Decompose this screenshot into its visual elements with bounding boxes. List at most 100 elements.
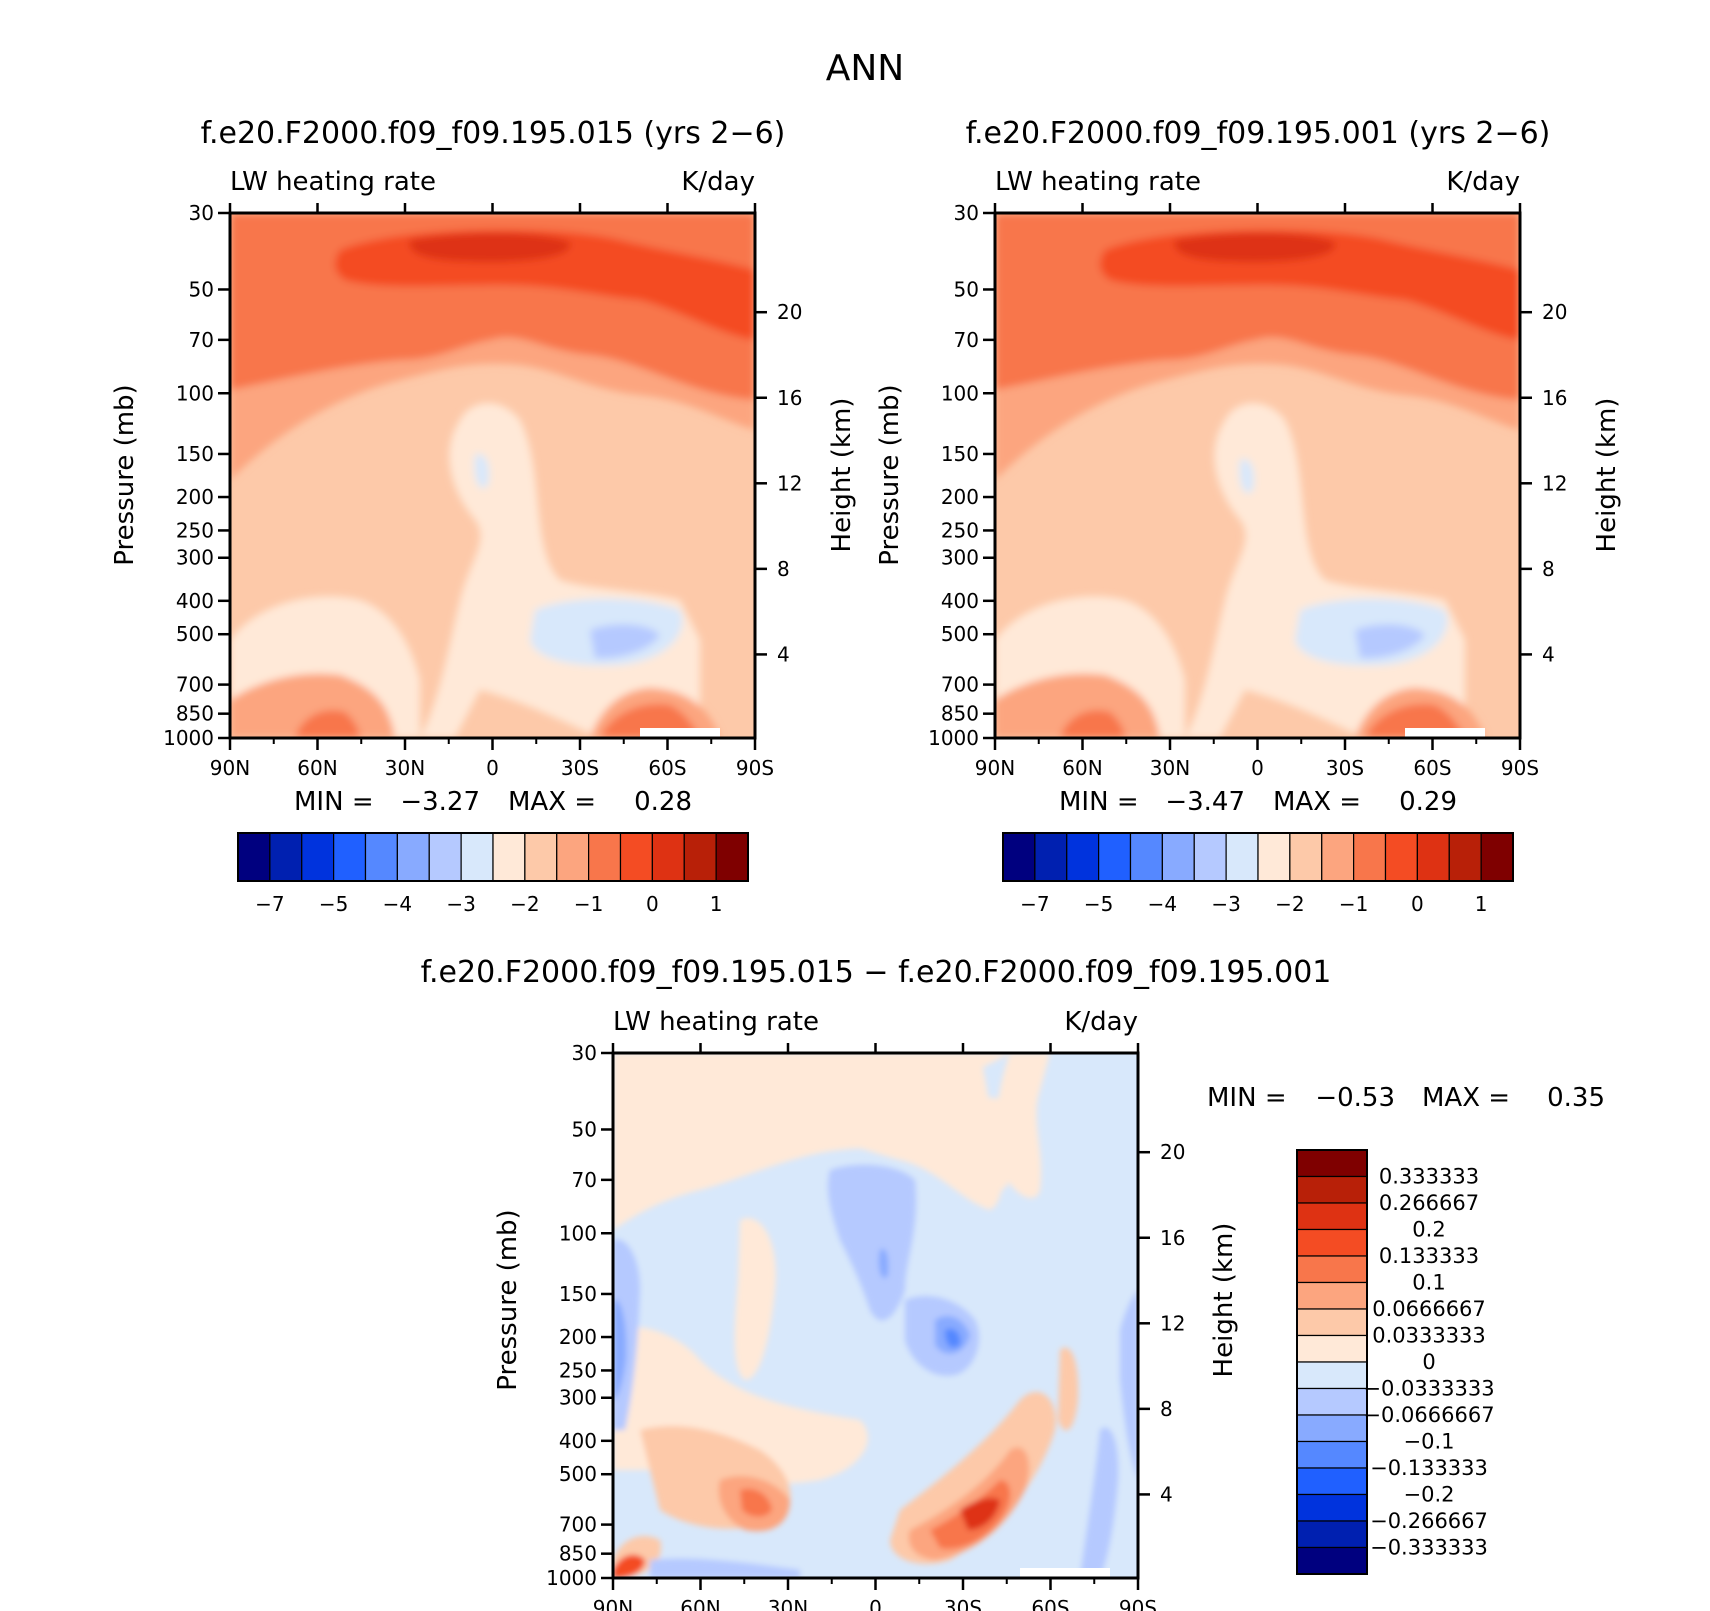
- panel-b-colorbar-swatch: [1289, 832, 1323, 882]
- panel-c-colorbar-swatch: [1296, 1308, 1368, 1337]
- panel-b-y-right-tick-label: 20: [1542, 300, 1567, 324]
- panel-b-y-right-tick-label: 16: [1542, 386, 1567, 410]
- panel-b-y-tick-label: 850: [941, 702, 979, 726]
- panel-a-colorbar-label: −3: [446, 892, 475, 916]
- panel-a-y-right-tick-label: 4: [777, 642, 790, 666]
- panel-b-y-tick-label: 1000: [928, 726, 979, 750]
- panel-a-colorbar-swatch: [715, 832, 749, 882]
- panel-c-colorbar-swatch: [1296, 1149, 1368, 1178]
- panel-c-colorbar-swatch: [1296, 1255, 1368, 1284]
- panel-c-y-tick-label: 500: [559, 1462, 597, 1486]
- panel-b-y-tick-label: 700: [941, 673, 979, 697]
- panel-a-colorbar-swatch: [492, 832, 526, 882]
- panel-c-y-tick-label: 1000: [546, 1566, 597, 1590]
- panel-a-contour-field: [230, 213, 755, 738]
- panel-a-colorbar-swatch: [556, 832, 590, 882]
- panel-a-x-tick-label: 0: [486, 756, 499, 780]
- panel-b-y-tick-label: 250: [941, 518, 979, 542]
- panel-c-y-tick-label: 150: [559, 1282, 597, 1306]
- figure-title: ANN: [826, 48, 905, 89]
- panel-a-colorbar-swatch: [301, 832, 335, 882]
- panel-b-x-tick-label: 0: [1251, 756, 1264, 780]
- panel-a-y-tick-label: 1000: [163, 726, 214, 750]
- panel-c-colorbar-swatch: [1296, 1228, 1368, 1257]
- panel-c-colorbar-label: −0.0666667: [1363, 1403, 1494, 1427]
- panel-c-min-label: MIN =: [1207, 1083, 1287, 1113]
- panel-c-colorbar-label: −0.1: [1404, 1430, 1455, 1454]
- panel-c-colorbar-label: −0.333333: [1370, 1536, 1488, 1560]
- panel-b-colorbar-swatch: [1193, 832, 1227, 882]
- panel-a-colorbar-swatch: [333, 832, 367, 882]
- panel-b-variable-label: LW heating rate: [995, 167, 1201, 197]
- panel-a-y-tick-label: 150: [176, 442, 214, 466]
- panel-c-axis-ticks: 90N 60N 30N 0 30S 60S 90S 30 50 70 100 150 200 250 300…: [546, 1041, 1185, 1611]
- panel-b-y-axis-label: Pressure (mb): [875, 384, 905, 565]
- panel-c-colorbar-swatch: [1296, 1414, 1368, 1443]
- panel-b-min-label: MIN =: [1059, 787, 1139, 817]
- panel-a-title: f.e20.F2000.f09_f09.195.015 (yrs 2−6): [201, 116, 786, 151]
- panel-c-units-label: K/day: [1064, 1007, 1138, 1037]
- panel-a-y-tick-label: 500: [176, 622, 214, 646]
- panel-a-axis-ticks: 90N 60N 30N 0 30S 60S 90S 30 50 70 100 150 200 250 300…: [163, 201, 802, 780]
- panel-a-max-value: 0.28: [634, 787, 692, 817]
- panel-a-x-tick-label: 30S: [561, 756, 599, 780]
- panel-b-colorbar-label: −7: [1020, 892, 1049, 916]
- panel-b-y-right-tick-label: 12: [1542, 471, 1567, 495]
- panel-b-x-tick-label: 90S: [1501, 756, 1539, 780]
- panel-c-max-value: 0.35: [1547, 1083, 1605, 1113]
- panel-c-colorbar-swatch: [1296, 1281, 1368, 1310]
- panel-c-colorbar-swatch: [1296, 1387, 1368, 1416]
- panel-c-max-label: MAX =: [1422, 1083, 1510, 1113]
- panel-b-min-value: −3.47: [1165, 787, 1245, 817]
- panel-a-colorbar-label: −4: [383, 892, 412, 916]
- panel-b-colorbar-swatch: [1416, 832, 1450, 882]
- panel-a-colorbar-frame: [237, 832, 749, 882]
- panel-b-y-tick-label: 70: [954, 328, 979, 352]
- panel-b-x-tick-label: 30N: [1150, 756, 1190, 780]
- panel-b-colorbar-swatch: [1129, 832, 1163, 882]
- panel-a-min-label: MIN =: [294, 787, 374, 817]
- panel-b-x-tick-label: 60N: [1062, 756, 1102, 780]
- panel-a-y-tick-label: 700: [176, 673, 214, 697]
- panel-a-colorbar-label: −7: [255, 892, 284, 916]
- panel-a-max-label: MAX =: [508, 787, 596, 817]
- panel-a-colorbar-label: 0: [646, 892, 659, 916]
- panel-b-colorbar-swatch: [1225, 832, 1259, 882]
- panel-c-y-right-tick-label: 8: [1160, 1397, 1173, 1421]
- panel-c-x-tick-label: 30S: [944, 1596, 982, 1611]
- panel-c-min-value: −0.53: [1315, 1083, 1395, 1113]
- panel-c-y-tick-label: 300: [559, 1386, 597, 1410]
- panel-a-y-tick-label: 50: [189, 277, 214, 301]
- panel-b-colorbar-label: 0: [1411, 892, 1424, 916]
- panel-a-colorbar-swatch: [364, 832, 398, 882]
- panel-b-max-label: MAX =: [1273, 787, 1361, 817]
- panel-c-colorbar-swatch: [1296, 1520, 1368, 1549]
- panel-c-x-tick-label: 60S: [1031, 1596, 1069, 1611]
- panel-a-y-axis-label-right: Height (km): [827, 398, 857, 553]
- panel-a: f.e20.F2000.f09_f09.195.015 (yrs 2−6) LW…: [110, 116, 857, 916]
- panel-a-colorbar-swatch: [237, 832, 271, 882]
- panel-c-y-tick-label: 70: [572, 1168, 597, 1192]
- panel-b-colorbar-swatch: [1066, 832, 1100, 882]
- panel-c-colorbar-label: −0.2: [1404, 1483, 1455, 1507]
- panel-a-y-tick-label: 250: [176, 518, 214, 542]
- panel-b-y-tick-label: 150: [941, 442, 979, 466]
- panel-b-colorbar: −7 −5 −4 −3 −2 −1 0 1: [1002, 832, 1514, 916]
- panel-a-units-label: K/day: [681, 167, 755, 197]
- panel-a-colorbar-swatch: [588, 832, 622, 882]
- panel-a-y-tick-label: 300: [176, 546, 214, 570]
- panel-c-colorbar-swatch: [1296, 1493, 1368, 1522]
- panel-a-colorbar-swatch: [460, 832, 494, 882]
- panel-b-y-tick-label: 500: [941, 622, 979, 646]
- panel-b-colorbar-label: −4: [1148, 892, 1177, 916]
- panel-c-y-right-tick-label: 12: [1160, 1311, 1185, 1335]
- panel-a-y-right-tick-label: 16: [777, 386, 802, 410]
- panel-c-colorbar-label: 0.1: [1412, 1271, 1445, 1295]
- panel-c-y-axis-label: Pressure (mb): [493, 1209, 523, 1390]
- panel-a-colorbar-swatch: [428, 832, 462, 882]
- panel-b-max-value: 0.29: [1399, 787, 1457, 817]
- panel-a-y-tick-label: 400: [176, 589, 214, 613]
- panel-c-colorbar-label: 0.333333: [1379, 1165, 1479, 1189]
- panel-b-title: f.e20.F2000.f09_f09.195.001 (yrs 2−6): [966, 116, 1551, 151]
- panel-c-y-tick-label: 50: [572, 1117, 597, 1141]
